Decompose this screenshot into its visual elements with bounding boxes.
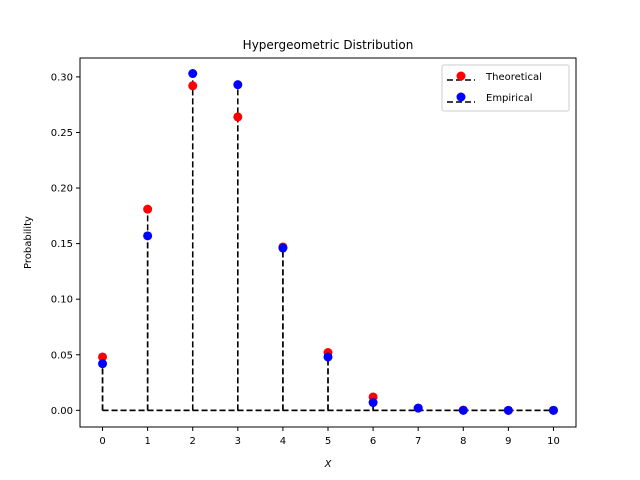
- y-axis-ticks: 0.00 0.05 0.10 0.15 0.20 0.25 0.30: [51, 72, 80, 417]
- data-points: [98, 69, 558, 415]
- point-empirical: [278, 243, 288, 253]
- y-tick-label: 0.30: [51, 72, 73, 83]
- x-tick-label: 4: [280, 436, 286, 447]
- point-empirical: [503, 405, 513, 415]
- point-empirical: [323, 352, 333, 362]
- legend-theoretical-marker: [456, 71, 466, 81]
- y-tick-label: 0.10: [51, 295, 73, 306]
- point-empirical: [368, 398, 378, 408]
- x-tick-label: 6: [370, 436, 376, 447]
- point-theoretical: [143, 204, 153, 214]
- x-tick-label: 5: [325, 436, 331, 447]
- point-theoretical: [188, 81, 198, 91]
- point-empirical: [458, 405, 468, 415]
- x-tick-label: 10: [547, 436, 560, 447]
- legend-theoretical-label: Theoretical: [485, 72, 542, 83]
- y-tick-label: 0.25: [51, 128, 73, 139]
- y-tick-label: 0.20: [51, 184, 73, 195]
- point-empirical: [413, 403, 423, 413]
- point-empirical: [233, 80, 243, 90]
- x-tick-label: 8: [460, 436, 466, 447]
- point-empirical: [188, 69, 198, 79]
- x-axis-ticks: 0 1 2 3 4 5 6 7 8 9 10: [99, 427, 560, 447]
- point-empirical: [548, 405, 558, 415]
- chart-title: Hypergeometric Distribution: [243, 38, 414, 52]
- y-axis-label: Probability: [23, 216, 34, 269]
- x-tick-label: 0: [99, 436, 105, 447]
- point-empirical: [98, 359, 108, 369]
- y-tick-label: 0.05: [51, 350, 73, 361]
- y-tick-label: 0.15: [51, 239, 73, 250]
- x-tick-label: 9: [505, 436, 511, 447]
- point-empirical: [143, 231, 153, 241]
- x-tick-label: 3: [235, 436, 241, 447]
- legend-empirical-label: Empirical: [486, 93, 532, 104]
- legend: Theoretical Empirical: [441, 64, 570, 112]
- x-tick-label: 2: [190, 436, 196, 447]
- stem-lines: [101, 73, 554, 412]
- point-theoretical: [233, 112, 243, 122]
- x-tick-label: 7: [415, 436, 421, 447]
- point-theoretical: [98, 352, 108, 362]
- legend-empirical-marker: [456, 92, 466, 102]
- x-axis-label: X: [324, 459, 333, 470]
- y-tick-label: 0.00: [51, 406, 73, 417]
- x-tick-label: 1: [144, 436, 150, 447]
- legend-box: [441, 64, 570, 112]
